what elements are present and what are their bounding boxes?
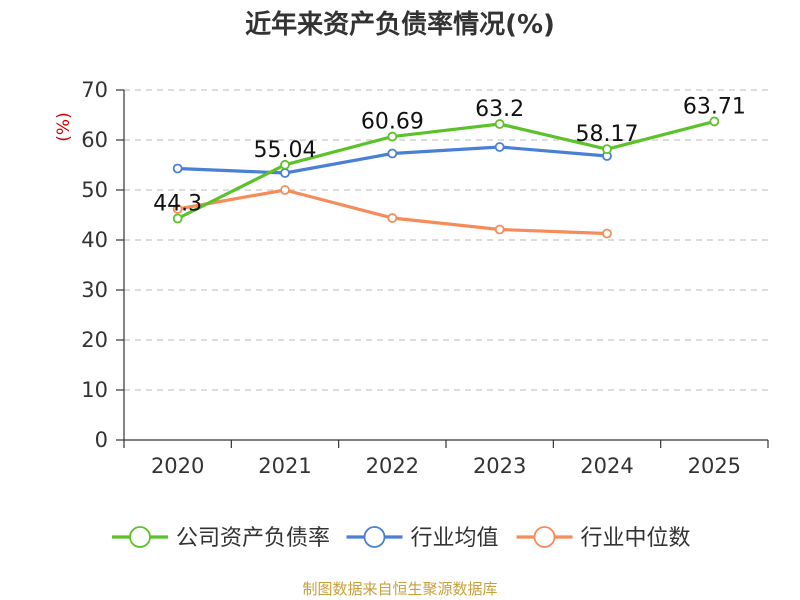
legend-item: 公司资产负债率 [112, 526, 330, 551]
data-label: 63.2 [475, 97, 524, 122]
series-2 [172, 142, 612, 178]
legend-item: 行业中位数 [516, 526, 691, 551]
legend-item: 行业均值 [346, 526, 499, 551]
y-tick-label: 50 [81, 178, 108, 202]
x-tick-label: 2020 [151, 454, 204, 478]
legend-label: 行业中位数 [581, 526, 691, 551]
x-tick-label: 2025 [688, 454, 741, 478]
data-label: 58.17 [576, 122, 639, 147]
data-point [494, 142, 505, 152]
data-point [387, 148, 398, 159]
data-label: 63.71 [683, 94, 746, 119]
y-tick-label: 0 [95, 428, 108, 452]
y-tick-label: 30 [81, 278, 108, 302]
data-point [280, 159, 290, 170]
data-point [172, 163, 183, 174]
data-point [387, 131, 398, 142]
gridlines [124, 89, 768, 391]
series-layer [172, 116, 720, 239]
legend: 公司资产负债率 行业均值 行业中位数 [112, 526, 691, 551]
data-point [387, 213, 398, 223]
data-point [280, 185, 290, 195]
series-1 [172, 116, 720, 224]
legend-label: 行业均值 [411, 526, 499, 551]
x-tick-label: 2022 [366, 454, 419, 478]
series-3 [172, 185, 612, 239]
series-line [176, 119, 715, 220]
x-tick-label: 2023 [473, 454, 526, 478]
data-point [172, 213, 183, 224]
data-point [494, 224, 505, 235]
data-point [494, 119, 505, 129]
source-note: 制图数据来自恒生聚源数据库 [302, 580, 497, 598]
y-tick-label: 10 [81, 378, 108, 402]
legend-marker [363, 526, 386, 548]
data-point [172, 204, 183, 214]
series-line [177, 188, 608, 236]
y-tick-label: 70 [81, 78, 108, 102]
x-tick-label: 2021 [258, 454, 311, 478]
x-tick-label: 2024 [580, 454, 633, 478]
y-tick-label: 40 [81, 228, 108, 252]
data-label: 44.3 [153, 192, 202, 217]
axes: 0 10 20 30 40 50 60 70 2020 2021 2022 2023 2024 2025 [81, 78, 769, 478]
data-point [602, 144, 612, 155]
legend-label: 公司资产负债率 [176, 526, 330, 551]
y-axis-unit-label: (%) [54, 112, 74, 141]
y-tick-label: 20 [81, 328, 108, 352]
data-labels: 44.3 55.04 60.69 63.2 58.17 63.71 [153, 94, 746, 216]
data-label: 60.69 [361, 110, 424, 135]
legend-marker [533, 526, 556, 548]
y-tick-label: 60 [81, 128, 108, 152]
legend-marker [129, 526, 151, 548]
chart-title: 近年来资产负债率情况(%) [245, 9, 555, 40]
data-point [602, 228, 612, 239]
data-point [709, 116, 720, 127]
data-point [280, 168, 290, 178]
data-label: 55.04 [254, 138, 317, 163]
